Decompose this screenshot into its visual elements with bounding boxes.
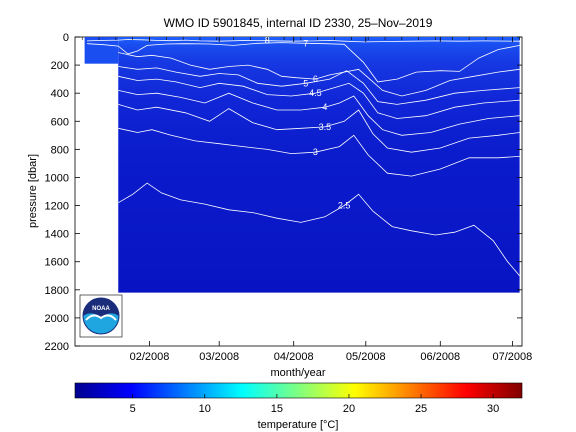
contour-line-2.5 [118,182,520,277]
y-axis-label: pressure [dbar] [27,154,39,228]
contour-lines: 8 7 654.54 3.5 3 2.5 [86,36,520,277]
x-tick-label: 03/2008 [199,351,239,363]
y-tick-label: 2200 [45,341,69,353]
contour-label: 4.5 [309,88,322,98]
field-early-profiles [84,37,119,64]
contour-label: 3 [313,147,318,157]
contour-label: 7 [303,38,308,48]
y-tick-label: 600 [51,116,69,128]
colorbar-tick-label: 10 [199,403,211,415]
contour-line-5 [118,66,520,105]
x-axis-label: month/year [270,367,325,379]
y-tick-label: 1800 [45,285,69,297]
contour-label: 3.5 [319,122,332,132]
contour-line-8 [86,39,520,43]
contour-label: 6 [313,74,318,84]
noaa-logo-text: NOAA [92,306,110,312]
colorbar-tick-label: 25 [415,403,427,415]
contour-label: 8 [265,36,270,46]
temperature-field [84,37,520,293]
colorbar-tick-label: 5 [130,403,136,415]
contour-label: 4 [322,102,327,112]
noaa-logo-icon: NOAA [79,294,123,338]
colorbar [74,382,523,399]
colorbar-tick-label: 15 [271,403,283,415]
contour-line-3.5 [118,104,520,153]
chart-title: WMO ID 5901845, internal ID 2330, 25–Nov… [164,16,433,30]
colorbar-label: temperature [°C] [258,419,339,431]
y-axis: 0 200 400 600 800 1000 1200 1400 1600 1800 2000 220… [45,32,522,353]
contour-label: 2.5 [338,201,351,211]
y-tick-label: 0 [63,32,69,44]
colorbar-ticks: 5 10 15 20 25 30 [130,394,499,415]
y-tick-label: 1600 [45,257,69,269]
contour-line-6 [118,52,520,97]
y-tick-label: 1400 [45,229,69,241]
y-tick-label: 200 [51,60,69,72]
x-tick-label: 04/2008 [274,351,314,363]
field-body [118,37,520,293]
contour-line-3 [118,127,520,177]
contour-line-7 [86,42,520,83]
x-tick-label: 05/2008 [346,351,386,363]
y-tick-label: 1000 [45,172,69,184]
x-tick-label: 06/2008 [420,351,460,363]
y-tick-label: 1200 [45,201,69,213]
contour-label: 5 [303,78,308,88]
x-tick-label: 07/2008 [493,351,533,363]
contour-line-4 [118,90,520,136]
colorbar-tick-label: 30 [487,403,499,415]
y-tick-label: 400 [51,88,69,100]
x-axis: 02/2008 03/2008 04/2008 05/2008 06/2008 07/20… [81,37,533,363]
y-tick-label: 2000 [45,313,69,325]
colorbar-tick-label: 20 [343,403,355,415]
contour-line-4.5 [118,75,520,119]
y-tick-label: 800 [51,144,69,156]
x-tick-label: 02/2008 [130,351,170,363]
